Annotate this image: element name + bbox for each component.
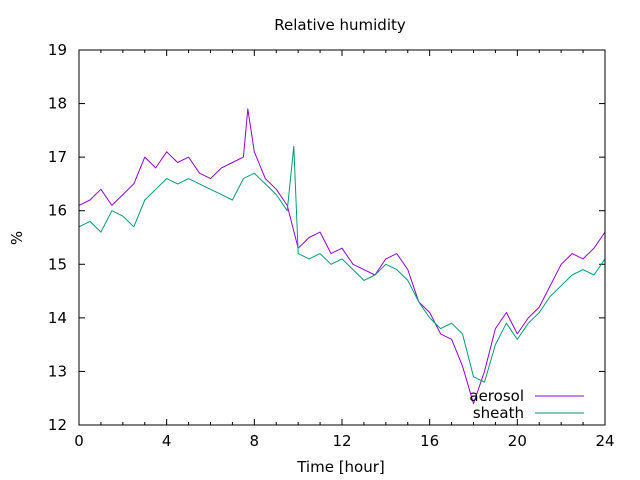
y-tick-label: 14 (48, 309, 67, 327)
y-tick-label: 12 (48, 416, 67, 434)
y-tick-label: 15 (48, 255, 67, 273)
legend-label-aerosol: aerosol (469, 387, 524, 405)
x-tick-label: 24 (595, 432, 614, 450)
series-lines (78, 108, 606, 405)
plot-frame (78, 49, 606, 426)
y-tick-label: 18 (48, 95, 67, 113)
x-tick-label: 8 (250, 432, 260, 450)
y-axis-label: % (8, 231, 26, 245)
y-tick-label: 16 (48, 202, 67, 220)
y-tick-label: 19 (48, 41, 67, 59)
x-tick-label: 20 (508, 432, 527, 450)
chart-title: Relative humidity (274, 16, 406, 34)
y-tick-label: 17 (48, 148, 67, 166)
series-line-sheath (78, 145, 606, 383)
x-tick-label: 16 (420, 432, 439, 450)
x-tick-label: 4 (162, 432, 172, 450)
x-tick-label: 12 (332, 432, 351, 450)
axis-ticks: 0 4 8 12 16 20 24 12 13 14 15 16 17 18 19 (48, 41, 615, 450)
series-line-aerosol (78, 108, 606, 405)
legend-label-sheath: sheath (473, 404, 524, 422)
x-tick-label: 0 (74, 432, 84, 450)
x-axis-label: Time [hour] (296, 458, 385, 476)
y-tick-label: 13 (48, 362, 67, 380)
